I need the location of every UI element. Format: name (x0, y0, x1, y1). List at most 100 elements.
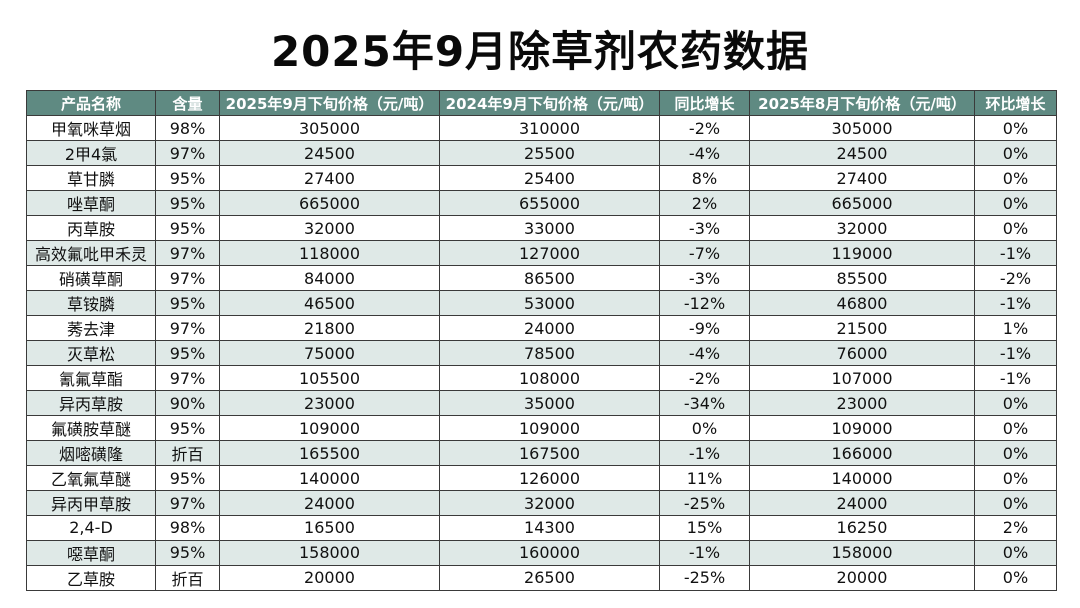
cell-content: 98% (155, 515, 220, 541)
cell-price-2024-sep: 53000 (439, 290, 660, 316)
cell-mom: 0% (974, 564, 1057, 591)
table-row: 乙氧氟草醚 95% 140000 126000 11% 140000 0% (26, 465, 1057, 491)
cell-mom: 0% (974, 465, 1057, 491)
cell-mom: 0% (974, 440, 1057, 466)
cell-price-2025-sep: 118000 (219, 240, 440, 266)
cell-yoy: 2% (659, 190, 750, 216)
cell-price-2025-aug: 24500 (749, 140, 975, 166)
cell-price-2025-sep: 84000 (219, 265, 440, 291)
cell-price-2024-sep: 35000 (439, 390, 660, 416)
cell-content: 97% (155, 365, 220, 391)
cell-price-2025-sep: 158000 (219, 539, 440, 566)
table-row: 丙草胺 95% 32000 33000 -3% 32000 0% (26, 215, 1057, 241)
cell-price-2025-sep: 109000 (219, 415, 440, 441)
cell-mom: 0% (974, 539, 1057, 566)
cell-yoy: -25% (659, 490, 750, 516)
cell-yoy: -34% (659, 390, 750, 416)
cell-price-2024-sep: 108000 (439, 365, 660, 391)
cell-mom: 0% (974, 140, 1057, 166)
cell-price-2025-sep: 665000 (219, 190, 440, 216)
cell-content: 95% (155, 415, 220, 441)
cell-yoy: -3% (659, 215, 750, 241)
cell-content: 97% (155, 315, 220, 341)
table-row: 异丙草胺 90% 23000 35000 -34% 23000 0% (26, 390, 1057, 416)
cell-price-2025-sep: 23000 (219, 390, 440, 416)
cell-price-2025-sep: 46500 (219, 290, 440, 316)
cell-price-2025-aug: 305000 (749, 115, 975, 141)
column-header-content: 含量 (155, 90, 220, 116)
table-row: 莠去津 97% 21800 24000 -9% 21500 1% (26, 315, 1057, 341)
table-header-row: 产品名称 含量 2025年9月下旬价格（元/吨） 2024年9月下旬价格（元/吨… (26, 90, 1057, 116)
table-row: 2甲4氯 97% 24500 25500 -4% 24500 0% (26, 140, 1057, 166)
cell-price-2025-sep: 24000 (219, 490, 440, 516)
cell-mom: 0% (974, 190, 1057, 216)
cell-product: 唑草酮 (26, 190, 156, 216)
table-row: 异丙甲草胺 97% 24000 32000 -25% 24000 0% (26, 490, 1057, 516)
cell-price-2025-aug: 109000 (749, 415, 975, 441)
cell-price-2025-aug: 119000 (749, 240, 975, 266)
table-row: 氰氟草酯 97% 105500 108000 -2% 107000 -1% (26, 365, 1057, 391)
cell-price-2024-sep: 655000 (439, 190, 660, 216)
cell-mom: 0% (974, 415, 1057, 441)
cell-mom: 0% (974, 215, 1057, 241)
cell-price-2024-sep: 25400 (439, 165, 660, 191)
herbicide-price-table: 产品名称 含量 2025年9月下旬价格（元/吨） 2024年9月下旬价格（元/吨… (26, 90, 1057, 591)
cell-product: 氟磺胺草醚 (26, 415, 156, 441)
cell-product: 甲氧咪草烟 (26, 115, 156, 141)
cell-content: 90% (155, 390, 220, 416)
cell-product: 高效氟吡甲禾灵 (26, 240, 156, 266)
cell-product: 2甲4氯 (26, 140, 156, 166)
cell-mom: 0% (974, 115, 1057, 141)
cell-price-2025-aug: 27400 (749, 165, 975, 191)
cell-price-2024-sep: 33000 (439, 215, 660, 241)
cell-mom: -1% (974, 290, 1057, 316)
cell-yoy: -2% (659, 115, 750, 141)
cell-yoy: 8% (659, 165, 750, 191)
cell-content: 95% (155, 215, 220, 241)
cell-product: 灭草松 (26, 340, 156, 366)
cell-content: 97% (155, 265, 220, 291)
cell-product: 乙氧氟草醚 (26, 465, 156, 491)
cell-product: 噁草酮 (26, 539, 156, 566)
cell-price-2025-aug: 16250 (749, 515, 975, 541)
column-header-yoy: 同比增长 (659, 90, 750, 116)
table-body: 甲氧咪草烟 98% 305000 310000 -2% 305000 0% 2甲4氯 97% 24… (26, 115, 1057, 591)
cell-content: 95% (155, 165, 220, 191)
cell-product: 乙草胺 (26, 564, 156, 591)
cell-price-2025-sep: 21800 (219, 315, 440, 341)
cell-content: 97% (155, 140, 220, 166)
cell-price-2024-sep: 25500 (439, 140, 660, 166)
cell-yoy: -3% (659, 265, 750, 291)
cell-mom: 1% (974, 315, 1057, 341)
cell-price-2025-sep: 140000 (219, 465, 440, 491)
cell-content: 97% (155, 490, 220, 516)
cell-price-2024-sep: 32000 (439, 490, 660, 516)
cell-product: 异丙甲草胺 (26, 490, 156, 516)
cell-mom: -1% (974, 240, 1057, 266)
column-header-price-2024-sep: 2024年9月下旬价格（元/吨） (439, 90, 660, 116)
cell-price-2025-aug: 85500 (749, 265, 975, 291)
cell-price-2025-aug: 158000 (749, 539, 975, 566)
cell-yoy: -7% (659, 240, 750, 266)
cell-price-2024-sep: 78500 (439, 340, 660, 366)
cell-yoy: -25% (659, 564, 750, 591)
table-row: 甲氧咪草烟 98% 305000 310000 -2% 305000 0% (26, 115, 1057, 141)
cell-content: 折百 (155, 440, 220, 466)
cell-product: 丙草胺 (26, 215, 156, 241)
cell-product: 草铵膦 (26, 290, 156, 316)
table-row: 高效氟吡甲禾灵 97% 118000 127000 -7% 119000 -1% (26, 240, 1057, 266)
cell-yoy: -9% (659, 315, 750, 341)
cell-price-2025-sep: 105500 (219, 365, 440, 391)
table-row: 唑草酮 95% 665000 655000 2% 665000 0% (26, 190, 1057, 216)
cell-price-2024-sep: 86500 (439, 265, 660, 291)
cell-price-2025-aug: 20000 (749, 564, 975, 591)
cell-yoy: 0% (659, 415, 750, 441)
cell-price-2024-sep: 126000 (439, 465, 660, 491)
cell-price-2025-aug: 166000 (749, 440, 975, 466)
cell-price-2025-sep: 75000 (219, 340, 440, 366)
column-header-price-2025-aug: 2025年8月下旬价格（元/吨） (749, 90, 975, 116)
cell-yoy: -1% (659, 539, 750, 566)
cell-price-2025-aug: 107000 (749, 365, 975, 391)
cell-price-2025-sep: 32000 (219, 215, 440, 241)
cell-content: 折百 (155, 564, 220, 591)
